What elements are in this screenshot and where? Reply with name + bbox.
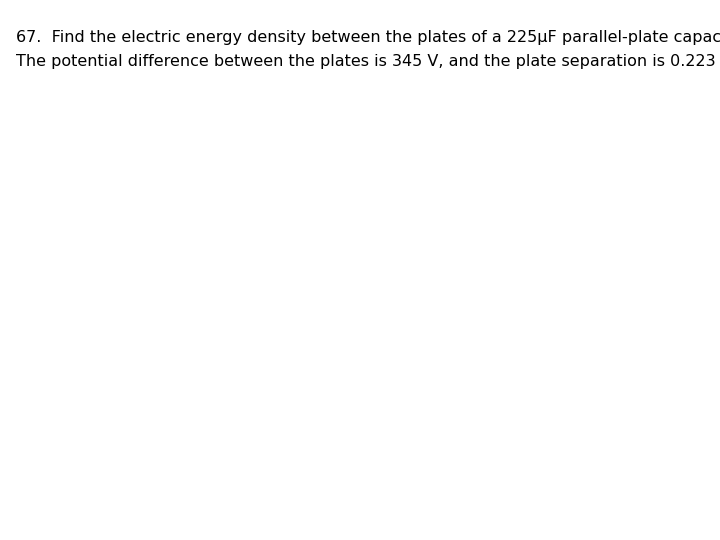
Text: The potential difference between the plates is 345 V, and the plate separation i: The potential difference between the pla… [16, 54, 720, 69]
Text: 67.  Find the electric energy density between the plates of a 225μF parallel-pla: 67. Find the electric energy density bet… [16, 30, 720, 45]
